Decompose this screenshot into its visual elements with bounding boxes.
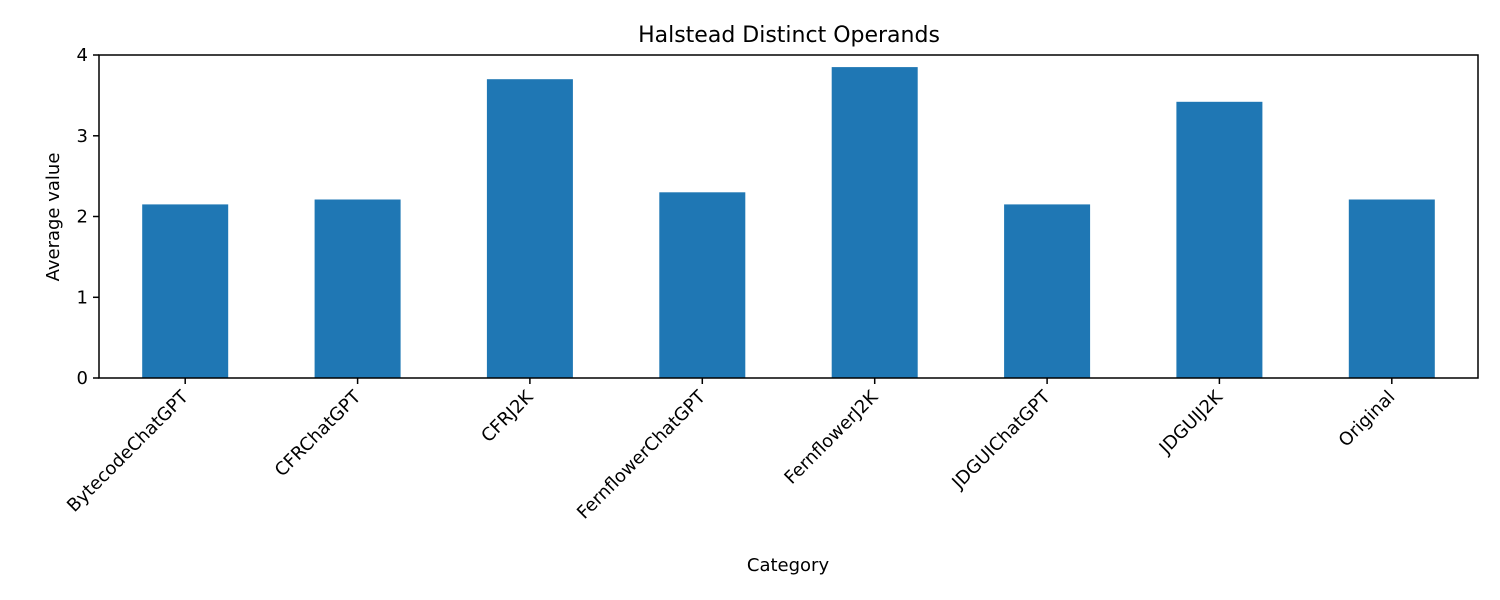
x-tick-label: CFRJ2K — [477, 386, 538, 447]
bar-CFRChatGPT — [314, 199, 401, 378]
x-tick-label: JDGUIJ2K — [1155, 386, 1228, 459]
y-axis-label: Average value — [43, 153, 64, 282]
y-tick-label: 4 — [77, 45, 88, 66]
bar-CFRJ2K — [486, 79, 573, 378]
y-tick-label: 0 — [77, 368, 88, 389]
y-tick-label: 3 — [77, 126, 88, 147]
x-tick-label: Original — [1335, 387, 1400, 452]
x-axis-label: Category — [747, 555, 830, 576]
bar-FernflowerChatGPT — [659, 192, 746, 378]
bar-JDGUIChatGPT — [1004, 204, 1091, 378]
y-axis-ticks: 0 1 2 3 4 — [77, 45, 99, 389]
bar-BytecodeChatGPT — [142, 204, 229, 378]
y-tick-label: 2 — [77, 207, 88, 228]
bar-FernflowerJ2K — [831, 67, 918, 378]
x-tick-label: FernflowerChatGPT — [573, 386, 710, 523]
x-tick-label: JDGUIChatGPT — [948, 386, 1056, 494]
plot-frame — [98, 54, 1479, 379]
bar-Original — [1348, 199, 1435, 378]
x-tick-label: CFRChatGPT — [271, 386, 366, 481]
bar-JDGUIJ2K — [1176, 101, 1263, 379]
bars-group — [142, 67, 1435, 379]
x-tick-label: FernflowerJ2K — [780, 386, 883, 489]
chart-title: Halstead Distinct Operands — [638, 23, 940, 48]
y-tick-label: 1 — [77, 287, 88, 308]
x-tick-label: BytecodeChatGPT — [63, 386, 193, 516]
x-axis-ticks: BytecodeChatGPT CFRChatGPT CFRJ2K Fernflowe… — [63, 378, 1399, 523]
